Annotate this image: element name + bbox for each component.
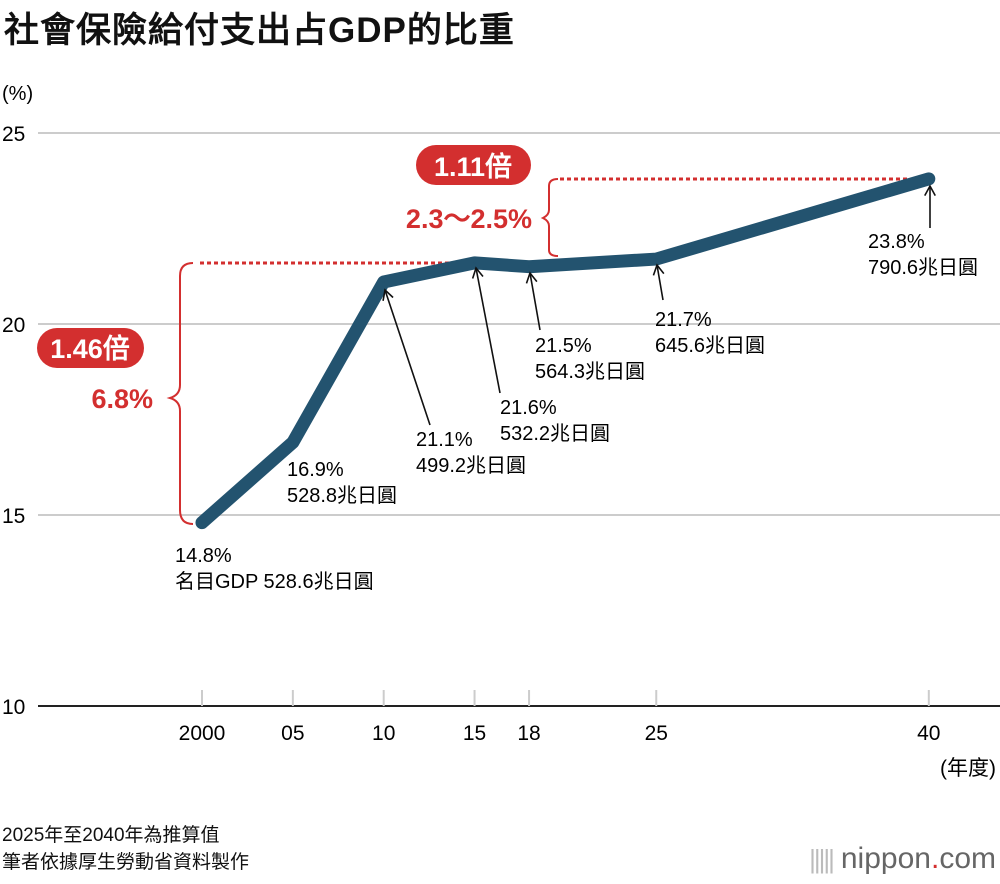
arrowhead-icon <box>525 271 538 284</box>
y-tick-label: 20 <box>2 314 25 337</box>
badge-label: 1.46倍 <box>50 333 130 364</box>
brace-2000-2015 <box>166 262 194 525</box>
x-tick-label: 05 <box>281 722 304 745</box>
data-label-pct: 21.6% <box>500 397 557 419</box>
range-label: 6.8% <box>91 384 153 414</box>
data-label-amount: 645.6兆日圓 <box>655 334 765 357</box>
arrowhead-icon <box>471 266 484 279</box>
x-tick-label: 40 <box>917 722 940 745</box>
data-label-amount: 532.2兆日圓 <box>500 422 610 445</box>
nippon-logo: ||||| nippon.com <box>809 842 996 875</box>
annotation-arrow <box>384 289 431 426</box>
data-label-amount: 499.2兆日圓 <box>416 454 526 477</box>
arrowhead-icon <box>382 288 394 301</box>
badge-label: 1.11倍 <box>434 151 512 182</box>
data-label-pct: 16.9% <box>287 459 344 481</box>
data-label-amount: 790.6兆日圓 <box>868 256 978 279</box>
annotation-arrow <box>475 267 501 394</box>
chart-title: 社會保險給付支出占GDP的比重 <box>4 11 515 50</box>
badge-1-11 <box>416 145 531 185</box>
data-label-amount: 564.3兆日圓 <box>535 360 645 383</box>
annotation-arrow <box>529 272 541 331</box>
x-tick-label: 10 <box>372 722 395 745</box>
y-axis-label: (%) <box>2 83 33 105</box>
badge-1-46 <box>37 328 144 368</box>
data-point <box>473 261 476 264</box>
arrowhead-icon <box>924 184 936 197</box>
x-tick-label: 15 <box>463 722 486 745</box>
data-point <box>927 177 930 180</box>
range-label: 2.3〜2.5% <box>406 204 532 234</box>
y-tick-label: 10 <box>2 696 25 719</box>
data-point <box>291 441 294 444</box>
x-tick-label: 25 <box>645 722 668 745</box>
x-tick-label: 18 <box>517 722 540 745</box>
data-point <box>528 265 531 268</box>
brace-2018-2040 <box>540 178 559 257</box>
data-label-pct: 21.7% <box>655 309 712 331</box>
data-label-pct: 21.5% <box>535 335 592 357</box>
data-label-amount: 名目GDP 528.6兆日圓 <box>175 570 374 593</box>
annotation-arrow <box>656 264 664 301</box>
arrowhead-icon <box>652 263 665 276</box>
footnote: 2025年至2040年為推算值 <box>2 825 220 846</box>
data-point <box>201 521 203 524</box>
data-label-pct: 14.8% <box>175 545 232 567</box>
data-label-amount: 528.8兆日圓 <box>287 484 397 507</box>
source-note: 筆者依據厚生勞動省資料製作 <box>2 852 250 873</box>
data-point <box>382 280 385 283</box>
x-axis-label: (年度) <box>940 757 996 780</box>
data-label-pct: 23.8% <box>868 231 925 253</box>
x-tick-label: 2000 <box>179 722 226 745</box>
logo-bars-icon: ||||| <box>809 844 835 874</box>
y-tick-label: 15 <box>2 505 25 528</box>
data-label-pct: 21.1% <box>416 429 473 451</box>
y-tick-label: 25 <box>2 123 25 146</box>
data-point <box>655 258 658 261</box>
